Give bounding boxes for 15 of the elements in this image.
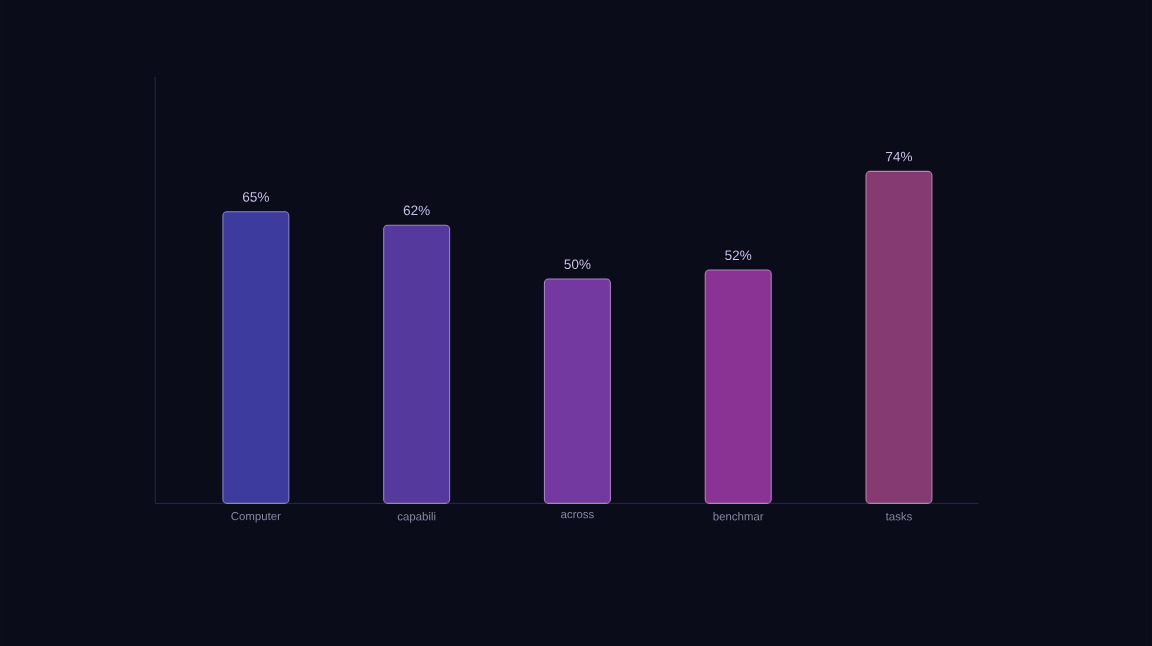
data-label: 50% [564,259,591,270]
x-tick-label: benchmar [713,512,764,521]
bar [543,278,611,504]
bar [222,211,290,504]
x-tick-label: capabili [397,512,436,523]
x-tick-label: tasks [885,512,912,521]
x-tick-label: Computer [231,512,281,523]
x-tick-label: across [561,512,594,519]
data-label: 52% [725,250,752,261]
data-label: 62% [403,205,430,216]
data-label: 65% [242,192,269,202]
bar [865,170,933,504]
data-label: 74% [886,151,913,162]
bar [704,269,772,504]
bar [383,224,451,504]
